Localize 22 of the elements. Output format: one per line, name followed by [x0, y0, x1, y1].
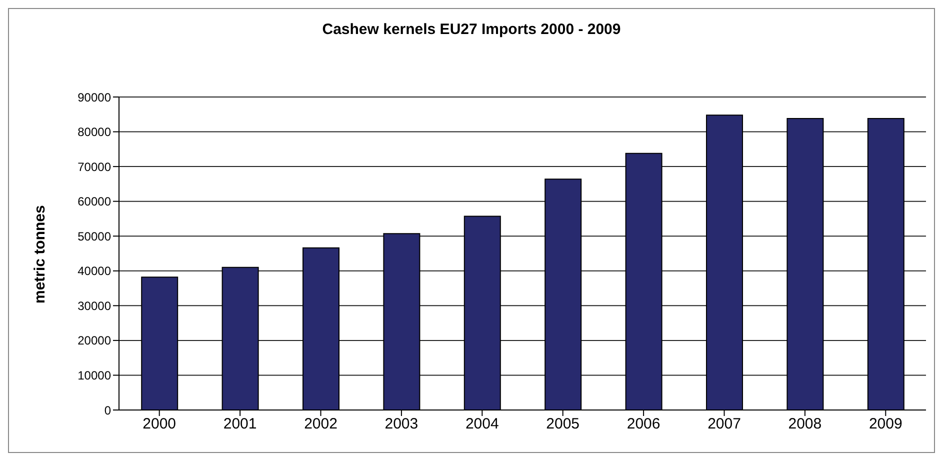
y-tick-label: 70000 [78, 160, 112, 174]
y-tick-label: 10000 [78, 368, 112, 382]
y-tick-label: 60000 [78, 194, 112, 209]
x-tick-label: 2004 [465, 416, 499, 433]
y-tick-label: 40000 [78, 264, 112, 278]
x-tick-label: 2006 [626, 416, 660, 433]
x-tick-label: 2003 [384, 416, 418, 433]
x-tick-label: 2002 [304, 416, 338, 433]
chart-title: Cashew kernels EU27 Imports 2000 - 2009 [321, 21, 622, 38]
x-tick-label: 2005 [546, 416, 580, 433]
x-tick-label: 2009 [868, 416, 902, 433]
y-tick-label: 20000 [78, 334, 112, 348]
x-tick-label: 2000 [142, 416, 176, 433]
y-tick-label: 0 [104, 403, 112, 418]
y-tick-label: 80000 [78, 125, 112, 140]
y-axis-title: metric tonnes [31, 205, 48, 304]
y-tick-label: 90000 [78, 90, 112, 104]
y-tick-label: 30000 [78, 298, 112, 313]
y-tick-label: 50000 [78, 229, 112, 244]
x-tick-label: 2008 [788, 416, 822, 433]
x-tick-label: 2001 [223, 416, 257, 433]
x-tick-label: 2007 [708, 416, 741, 433]
